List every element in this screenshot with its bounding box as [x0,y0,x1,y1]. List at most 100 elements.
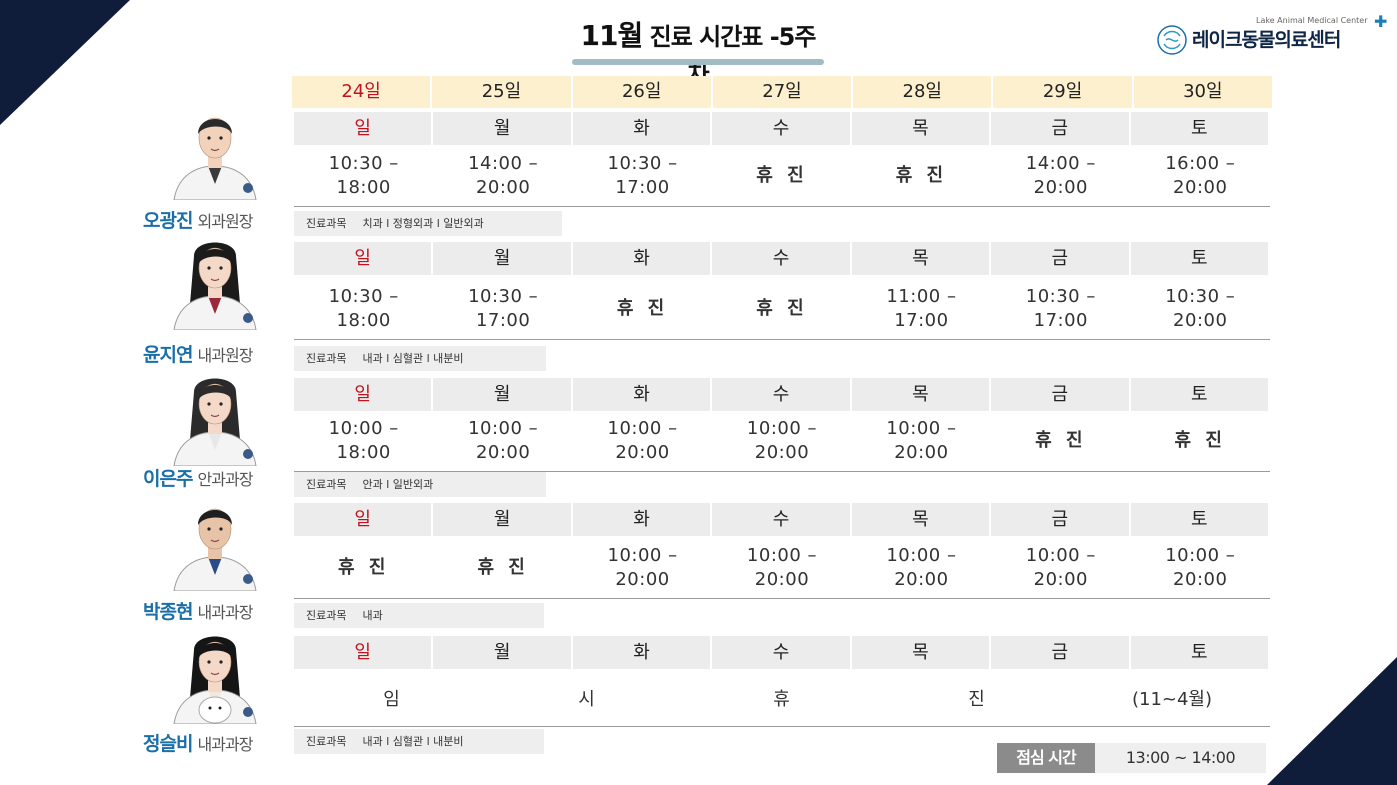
department-box: 진료과목 내과 [294,603,544,628]
weekday-cell: 금 [991,378,1129,411]
weekday-cell: 수 [712,503,850,536]
closed-cell: 휴 진 [756,297,808,319]
department-label: 진료과목 [306,735,347,748]
doctor-name-block: 박종현 내과과장 [143,597,253,624]
weekday-cell: 수 [712,112,850,145]
doctor-portrait [173,242,257,330]
temporary-closure-row: 임 시 휴 진 (11~4월) [294,669,1270,727]
hours-cell: 10:30 – 18:00 [328,152,399,198]
date-cell: 28일 [853,76,994,108]
closed-cell: 휴 진 [895,164,948,186]
logo: Lake Animal Medical Center ✚ 레이크동물의료센터 [1156,12,1387,56]
weekday-cell: 화 [572,503,711,536]
doctor-portrait [173,508,257,591]
hours-row: 휴 진 휴 진 10:00 – 20:00 10:00 – 20:00 10:00 – … [294,537,1270,599]
weekday-cell: 일 [294,503,432,536]
logo-name: 레이크동물의료센터 [1192,29,1341,51]
closed-cell: 휴 진 [1035,429,1087,451]
doctor-portrait [173,378,257,466]
department-box: 진료과목 안과 l 일반외과 [294,472,546,497]
weekday-cell: 화 [572,378,711,411]
hours-cell: 10:30 – 17:00 [1025,285,1096,331]
department-value: 내과 [362,609,383,622]
hours-cell: 10:00 – 20:00 [607,544,678,590]
department-label: 진료과목 [306,217,347,230]
weekday-cell: 금 [991,503,1129,536]
weekday-cell: 수 [712,242,850,275]
weekday-cell: 수 [712,378,850,411]
logo-mark-icon [1157,25,1187,55]
hours-cell: 10:00 – 20:00 [886,544,957,590]
date-cell: 24일 [292,76,433,108]
hours-cell: 10:00 – 20:00 [886,417,957,463]
hours-cell: 10:00 – 20:00 [1025,544,1096,590]
doctor-name-block: 오광진 외과원장 [143,206,253,233]
department-value: 내과 l 심혈관 l 내분비 [362,352,464,365]
lunch-label: 점심 시간 [997,743,1095,773]
date-cell: 30일 [1133,76,1274,108]
weekday-cell: 목 [851,636,990,669]
weekday-cell: 토 [1130,503,1268,536]
corner-decoration-top-left [0,0,130,125]
closed-cell: 휴 진 [616,297,669,319]
weekday-cell: 목 [851,503,990,536]
weekday-cell: 화 [572,112,711,145]
doctor-portrait [173,636,257,724]
weekday-cell: 목 [851,242,990,275]
hours-cell: 10:30 – 18:00 [328,285,399,331]
temporary-closure-text: 진 [968,688,985,710]
title-month: 11월 [580,19,644,52]
hours-row: 10:00 – 18:00 10:00 – 20:00 10:00 – 20:00 1… [294,410,1270,472]
hours-cell: 10:00 – 20:00 [746,417,818,463]
doctor-name-block: 정슬비 내과과장 [143,729,253,756]
temporary-closure-text: (11~4월) [1131,688,1213,710]
hours-row: 10:30 – 18:00 14:00 – 20:00 10:30 – 17:00 휴… [294,145,1270,207]
date-cell: 25일 [432,76,573,108]
hours-cell: 10:30 – 20:00 [1165,285,1236,331]
department-label: 진료과목 [306,478,347,491]
doctor-name: 오광진 [143,210,193,232]
closed-cell: 휴 진 [756,164,808,186]
hours-cell: 11:00 – 17:00 [886,285,957,331]
logo-plus-icon: ✚ [1374,12,1388,31]
hours-cell: 10:30 – 17:00 [607,152,678,198]
doctor-name: 윤지연 [143,344,193,366]
hours-cell: 10:00 – 20:00 [746,544,818,590]
hours-cell: 10:00 – 20:00 [1165,544,1236,590]
weekday-cell: 토 [1130,378,1268,411]
closed-cell: 휴 진 [477,556,529,578]
doctor-role: 내과원장 [197,346,254,365]
weekday-cell: 월 [433,242,571,275]
hours-cell: 10:00 – 18:00 [328,417,399,463]
doctor-name: 이은주 [143,468,193,490]
department-box: 진료과목 내과 l 심혈관 l 내분비 [294,729,544,754]
doctor-name-block: 윤지연 내과원장 [143,340,254,367]
corner-decoration-bottom-right [1267,657,1397,785]
weekday-cell: 화 [572,242,711,275]
logo-subtitle: Lake Animal Medical Center [1256,16,1368,25]
hours-cell: 10:00 – 20:00 [607,417,678,463]
weekday-cell: 일 [294,378,432,411]
weekday-cell: 수 [712,636,850,669]
weekday-cell: 금 [991,242,1129,275]
doctor-name: 정슬비 [143,733,193,755]
weekday-cell: 월 [433,112,571,145]
weekday-cell: 월 [433,503,571,536]
hours-cell: 10:00 – 20:00 [468,417,539,463]
department-value: 안과 l 일반외과 [362,478,434,491]
doctor-role: 안과과장 [197,470,254,489]
weekday-cell: 목 [851,378,990,411]
title-rest: 진료 시간표 -5주차 [649,23,817,88]
weekday-cell: 토 [1130,636,1268,669]
date-cell: 29일 [993,76,1134,108]
doctor-name-block: 이은주 안과과장 [143,464,254,491]
lunch-time: 13:00 ~ 14:00 [1095,743,1266,773]
weekday-cell: 월 [433,378,571,411]
department-label: 진료과목 [306,609,347,622]
weekday-cell: 일 [294,242,432,275]
hours-cell: 16:00 – 20:00 [1165,152,1236,198]
